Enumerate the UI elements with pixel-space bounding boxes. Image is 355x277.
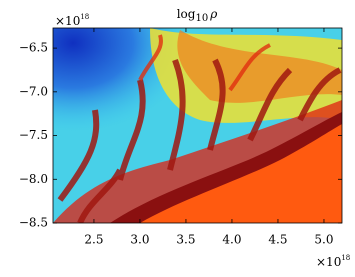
x-tick-label: 4.5	[268, 233, 287, 247]
y-tick-label: −8.0	[19, 172, 48, 186]
offset-exponent: 18	[341, 254, 350, 262]
offset-base: ×10	[316, 255, 341, 269]
plot-frame	[52, 27, 343, 224]
y-offset-label: ×1018	[55, 13, 89, 28]
offset-base: ×10	[55, 14, 80, 28]
title-text: log	[177, 7, 196, 21]
offset-exponent: 18	[80, 13, 89, 21]
chart-title: log10 ρ	[177, 7, 218, 24]
y-tick-label: −8.5	[19, 216, 48, 230]
x-tick-label: 2.5	[84, 233, 103, 247]
x-tick-label: 5.0	[314, 233, 333, 247]
y-tick-label: −7.0	[19, 84, 48, 98]
filament	[57, 58, 342, 223]
high-density-region	[140, 124, 342, 223]
x-tick-label: 3.5	[176, 233, 195, 247]
mid-density-region	[177, 30, 342, 103]
y-tick-label: −7.5	[19, 128, 48, 142]
y-tick-label: −6.5	[19, 41, 48, 55]
heatmap-image	[53, 28, 342, 223]
filament	[138, 34, 271, 92]
x-offset-label: ×1018	[316, 254, 350, 269]
x-tick-label: 4.0	[222, 233, 241, 247]
x-tick-label: 3.0	[130, 233, 149, 247]
title-subscript: 10	[195, 13, 208, 24]
title-symbol: ρ	[209, 7, 217, 21]
